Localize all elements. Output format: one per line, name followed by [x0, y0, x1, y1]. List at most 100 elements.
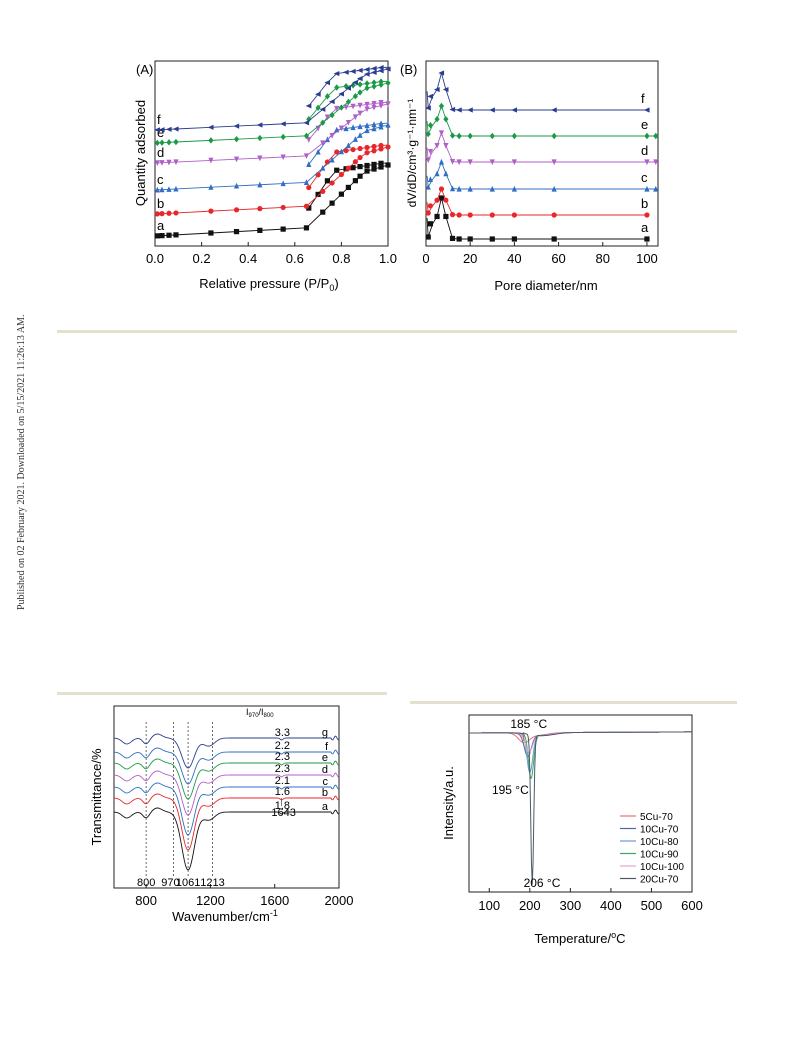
series-f-point [315, 91, 321, 97]
series-e-point [208, 137, 214, 144]
series-label-b: b [157, 196, 164, 211]
series-label-e: e [641, 117, 648, 132]
series-e-point [345, 98, 351, 106]
series-d-point [378, 103, 384, 109]
series-f-point [370, 69, 377, 76]
x-tick-label: 0.2 [193, 251, 211, 266]
series-a-point [320, 209, 326, 215]
peak-annotation: 195 °C [492, 783, 529, 797]
series-b-point [159, 211, 165, 217]
series-d-point [378, 100, 384, 106]
series-c-point [338, 148, 344, 155]
x-tick-label: 20 [463, 251, 477, 266]
series-b-point [425, 210, 431, 216]
peak-label: 1213 [200, 877, 224, 889]
separator-left [57, 692, 387, 695]
panel-label: (A) [136, 62, 153, 77]
series-b-point [449, 212, 456, 218]
series-a-point [154, 233, 160, 239]
series-c-point [489, 185, 495, 192]
series-e-point [371, 83, 377, 90]
series-d-point [303, 153, 310, 160]
series-a-point [345, 184, 351, 191]
y-axis-label: dV/dD/cm³·g⁻¹·nm⁻¹ [405, 99, 419, 208]
series-label-d: d [157, 145, 164, 160]
series-e-point [303, 132, 310, 140]
series-a-point [449, 235, 456, 242]
series-a-point [334, 167, 340, 173]
series-d-point [434, 143, 440, 149]
x-tick-label: 80 [596, 251, 610, 266]
series-a-point [364, 168, 370, 174]
plot-frame [468, 714, 693, 893]
series-a-point [280, 226, 286, 232]
series-label-a: a [641, 220, 649, 235]
series-b-point [166, 210, 172, 216]
series-label-e: e [157, 125, 164, 140]
series-b-point [280, 204, 286, 211]
series-label-d: d [641, 143, 648, 158]
series-b-point [357, 145, 363, 152]
ratio-value: 2.3 [275, 751, 290, 763]
tpd-10Cu-70-line [468, 731, 693, 758]
series-d-point [159, 160, 165, 166]
series-d-line [426, 131, 656, 163]
series-a-point [315, 191, 321, 198]
series-a-point [385, 162, 391, 168]
series-a-point [329, 200, 335, 206]
series-b-point [329, 180, 335, 186]
series-d-point [324, 114, 331, 121]
series-b-point [343, 147, 349, 154]
series-f-point [172, 126, 179, 132]
series-b-point [427, 203, 434, 209]
series-f-point [342, 69, 349, 75]
series-d-point [371, 100, 377, 107]
series-a-point [233, 229, 240, 235]
series-f-point [349, 68, 356, 74]
x-tick-label: 500 [641, 898, 663, 913]
series-d-point [233, 156, 240, 163]
series-e-point [315, 104, 321, 112]
series-f-point [433, 86, 440, 93]
series-d-point [306, 137, 312, 143]
series-c-point [551, 185, 557, 192]
series-d-point [350, 103, 356, 110]
series-d-point [425, 157, 431, 164]
series-c-point [456, 185, 462, 192]
tpd-10Cu-80-line [468, 731, 693, 774]
series-c-point [173, 185, 179, 192]
x-tick-label: 0.0 [146, 251, 164, 266]
x-axis-label: Pore diameter/nm [494, 278, 597, 293]
x-tick-label: 800 [135, 893, 157, 908]
series-f-point [384, 66, 391, 72]
series-a-point [352, 178, 358, 184]
peak-label: 970 [161, 877, 179, 889]
series-d-point [154, 160, 160, 166]
series-c-point [343, 125, 349, 132]
series-c-point [352, 136, 358, 142]
series-f-point [328, 99, 335, 105]
series-e-point [489, 132, 495, 140]
legend-label: 20Cu-70 [640, 875, 679, 886]
x-tick-label: 0.8 [332, 251, 350, 266]
series-label-f: f [157, 112, 161, 127]
series-a-point [378, 160, 384, 166]
series-c-point [653, 185, 659, 192]
series-d-point [345, 119, 351, 126]
series-c-point [357, 132, 363, 138]
series-f-point [233, 123, 240, 129]
series-d-point [364, 101, 370, 108]
series-d-point [334, 105, 340, 112]
x-tick-label: 60 [551, 251, 565, 266]
series-a-point [338, 191, 344, 197]
series-a-point [306, 205, 312, 211]
series-a-point [303, 225, 310, 231]
series-c-point [427, 176, 434, 182]
spectrum-label-b: b [322, 787, 328, 799]
spectrum-a-line [113, 807, 339, 871]
ratio-value: 2.3 [275, 763, 290, 775]
series-c-point [306, 161, 312, 167]
series-a-point [173, 232, 179, 238]
series-d-point [456, 159, 462, 166]
